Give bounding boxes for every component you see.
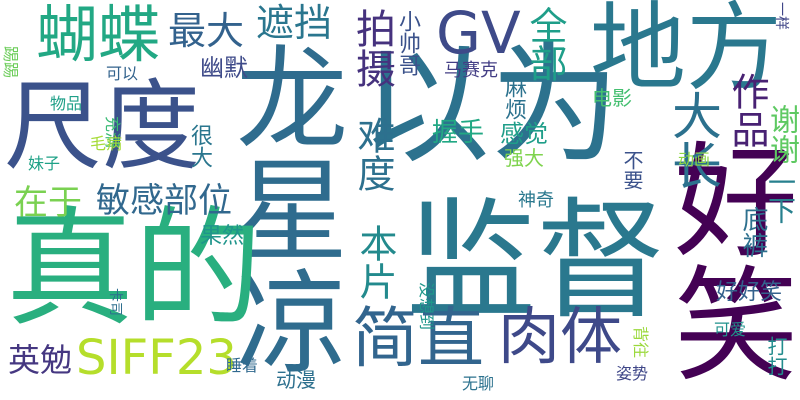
word-qiangda: 强大 [504,146,544,170]
word-wuliao: 无聊 [462,374,495,393]
word-kasi: 卡司 [107,288,123,316]
word-yiwei: 以为 [360,29,621,181]
word-ganjue: 感觉 [500,120,548,148]
word-dianying: 电影 [592,86,632,110]
word-routi: 肉体 [498,300,623,373]
word-quanbu: 全部 [523,6,567,82]
word-zhedang: 遮挡 [256,1,333,45]
word-maobing: 毛病 [90,134,123,153]
word-henda: 很大 [187,124,212,168]
word-shuizhe: 睡着 [226,356,259,375]
word-youmo: 幽默 [200,54,248,82]
word-zishi: 姿势 [616,364,649,383]
word-keyi: 可以 [106,64,139,83]
word-meixiangdao: 没想到 [417,282,436,331]
word-buyao: 不要 [620,150,644,190]
word-dachang: 大长 [664,90,722,190]
word-masaike: 马赛克 [444,60,498,81]
word-haohaoxiao: 好好笑 [716,280,783,305]
word-difang: 地方 [590,0,782,104]
word-jianzhi: 简直 [352,300,484,377]
word-benpian: 本片 [353,224,397,300]
word-beiwang: 背往 [631,326,650,359]
word-keai: 可爱 [714,320,747,339]
word-yiyang: 一样 [773,2,789,30]
word-xiexie: 谢谢 [764,104,799,164]
word-yingmian: 英勉 [8,341,73,379]
word-woshou: 握手 [432,118,485,148]
word-xiaoshuaige: 小帅哥 [395,10,420,76]
word-tita: 踢踢 [1,46,20,79]
word-nandu: 难度 [351,116,395,192]
word-mingan: 敏感部位 [96,181,232,221]
word-zuida: 最大 [168,9,245,53]
word-mafan: 麻烦 [501,76,526,120]
word-zaiyu: 在于 [14,183,82,223]
word-diku: 底裤 [738,206,768,258]
word-siff23: SIFF23 [76,330,237,386]
word-paishe: 拍摄 [349,8,395,88]
word-donghua: 动画 [678,150,711,169]
word-chidu: 尺度 [4,70,201,184]
word-shenqi: 神奇 [518,190,554,211]
word-zuopin: 作品 [725,72,769,148]
word-dongman: 动漫 [276,368,316,392]
word-haoxiao: 好笑 [652,136,796,384]
word-meizi: 妹子 [28,154,61,173]
word-gv: GV [436,0,521,67]
word-yixia: 一下 [764,168,797,224]
word-longxingliang: 龙星凉 [217,40,347,376]
word-chongman: 充满 [103,116,122,149]
word-dada: 打打 [764,336,788,376]
word-wupin: 物品 [50,94,83,113]
word-zhende: 真的 [6,195,263,344]
word-guoran: 果然 [200,224,245,249]
word-hudie: 蝴蝶 [36,0,161,71]
word-jiandu: 监督 [406,185,667,337]
